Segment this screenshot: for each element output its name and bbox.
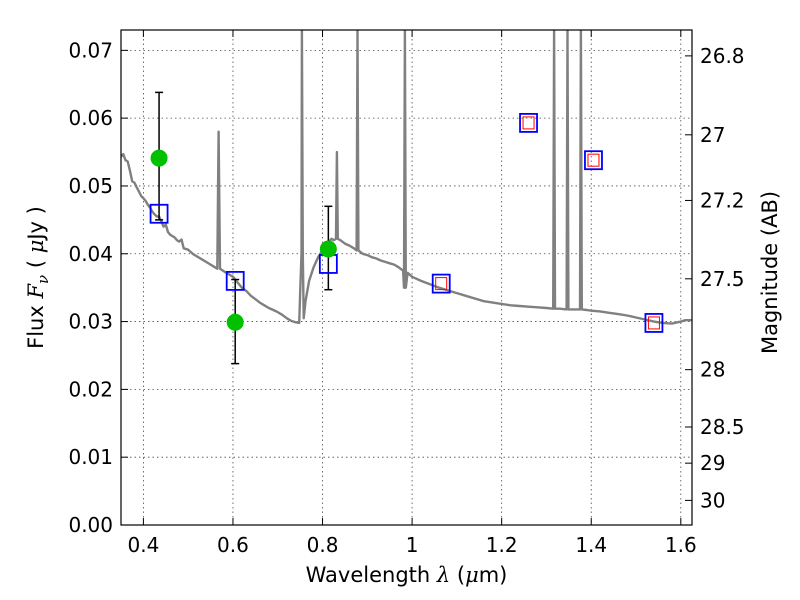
inner-square (435, 277, 448, 291)
x-tick-label: 0.4 (127, 533, 159, 557)
inner-square (647, 316, 660, 330)
y-tick-label: 0.00 (68, 513, 113, 537)
model-square (149, 203, 169, 224)
photometry-layer (149, 91, 664, 365)
y-tick-label: 0.06 (68, 106, 113, 130)
y-tick-label: 0.07 (68, 38, 113, 62)
y-axis-label: Flux Fν ( μJy ) (24, 206, 52, 349)
y-tick-label: 0.05 (68, 174, 113, 198)
y-axis-label-unit-mu: μ (24, 240, 48, 254)
y-axis-label-prefix: Flux (24, 299, 48, 349)
sed-line (121, 30, 692, 325)
y-axis-label-subscript: ν (34, 275, 52, 284)
x-tick-label: 1.6 (665, 533, 697, 557)
y2-tick-label: 29 (700, 451, 725, 475)
x-axis-label-symbol: λ (436, 563, 450, 587)
x-tick-label: 1.2 (486, 533, 518, 557)
y2-axis-label: Magnitude (AB) (758, 191, 782, 354)
y2-tick-label: 26.8 (700, 44, 745, 68)
y-tick-label: 0.02 (68, 377, 113, 401)
y-tick-label: 0.04 (68, 242, 113, 266)
y-axis-label-symbol: F (24, 283, 48, 300)
observed-point (319, 240, 337, 258)
inner-square (587, 153, 600, 167)
x-tick-label: 1.4 (575, 533, 607, 557)
model-square (519, 112, 538, 133)
model-square (584, 150, 603, 171)
x-axis-label: Wavelength λ (μm) (306, 563, 508, 587)
y2-tick-label: 28 (700, 358, 725, 382)
sed-line-layer (121, 30, 692, 325)
y-tick-label: 0.01 (68, 445, 113, 469)
plot-frame (120, 29, 693, 526)
y-tick-label: 0.03 (68, 310, 113, 334)
y2-tick-label: 27.5 (700, 267, 745, 291)
model-square (431, 273, 451, 294)
x-axis-label-prefix: Wavelength (306, 563, 437, 587)
model-square (225, 270, 245, 291)
x-axis-label-unit-open: ( (450, 563, 465, 587)
x-tick-label: 0.8 (307, 533, 339, 557)
x-tick-label: 0.6 (217, 533, 249, 557)
y2-tick-label: 27 (700, 123, 725, 147)
observed-point (150, 149, 168, 167)
x-tick-label: 1 (406, 533, 419, 557)
x-axis-label-unit-mu: μ (465, 563, 479, 587)
y2-tick-label: 30 (700, 488, 725, 512)
x-axis-label-unit-close: m) (479, 563, 508, 587)
y-axis-label-unit-open: ( (24, 253, 48, 275)
y2-tick-label: 27.2 (700, 188, 745, 212)
inner-square (522, 116, 535, 130)
model-square (644, 313, 664, 333)
axis-ticks: 0.4 0.6 0.8 1 1.2 1.4 1.6 0.00 0.01 0.02 0.03 0.04 0… (68, 30, 745, 557)
y-axis-label-unit-close: Jy ) (24, 206, 48, 242)
observed-point (226, 313, 244, 331)
y2-tick-label: 28.5 (700, 415, 745, 439)
